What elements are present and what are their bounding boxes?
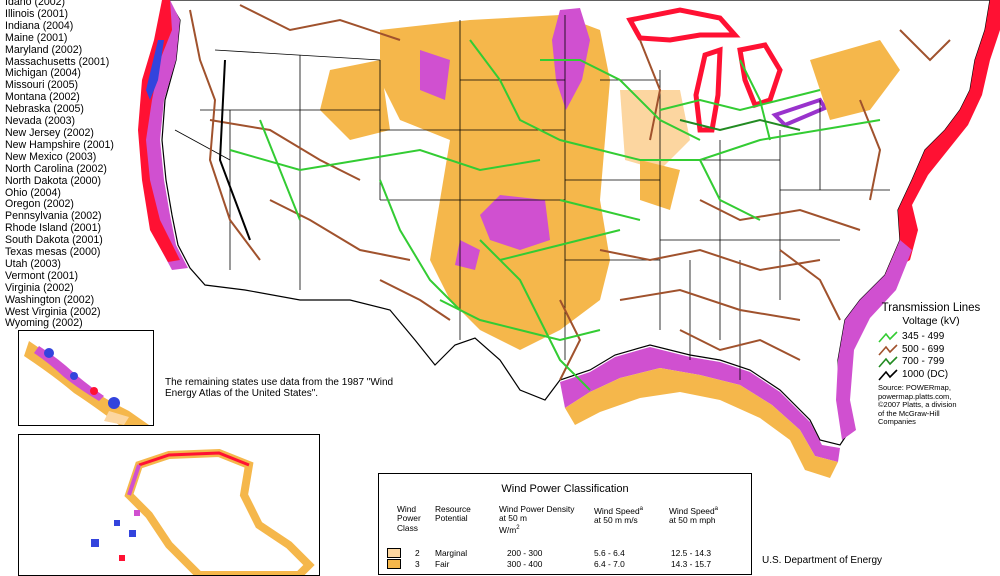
state-list-item: Wyoming (2002) bbox=[5, 317, 83, 330]
plains-class5-a bbox=[480, 195, 550, 250]
state-list-item: Montana (2002) bbox=[5, 91, 80, 104]
state-list-item: South Dakota (2001) bbox=[5, 234, 103, 247]
source-credit: Source: POWERmap, powermap.platts.com, ©… bbox=[878, 383, 998, 427]
transmission-legend-subtitle: Voltage (kV) bbox=[902, 315, 960, 327]
state-list-item: Washington (2002) bbox=[5, 293, 95, 306]
midwest-class3 bbox=[620, 90, 690, 170]
source-line: of the McGraw-Hill bbox=[878, 408, 940, 418]
state-list-item: Pennsylvania (2002) bbox=[5, 210, 102, 223]
plains-class3 bbox=[380, 15, 610, 350]
potential-value: Marginal bbox=[435, 548, 468, 558]
state-list-item: New Jersey (2002) bbox=[5, 126, 94, 139]
state-list-item: Rhode Island (2001) bbox=[5, 222, 101, 235]
header-speed-mph: Wind Speeda at 50 m mph bbox=[669, 505, 718, 526]
speed-mph-value: 14.3 - 15.7 bbox=[671, 559, 712, 569]
density-value: 200 - 300 bbox=[507, 548, 543, 558]
gulf-coast-band bbox=[560, 347, 840, 462]
agency-label: U.S. Department of Energy bbox=[762, 555, 883, 566]
state-list-item: Nevada (2003) bbox=[5, 115, 76, 128]
state-list-item: North Carolina (2002) bbox=[5, 162, 107, 175]
header-speed-ms: Wind Speeda at 50 m m/s bbox=[594, 505, 643, 526]
speed-ms-value: 5.6 - 6.4 bbox=[594, 548, 625, 558]
state-list-item: Maryland (2002) bbox=[5, 43, 83, 56]
state-list-item: Michigan (2004) bbox=[5, 67, 81, 80]
legend-item-1000-dc: 1000 (DC) bbox=[878, 369, 998, 382]
state-list-item: Idaho (2002) bbox=[5, 0, 66, 8]
state-list-item: West Virginia (2002) bbox=[5, 305, 101, 318]
class-value: 2 bbox=[415, 548, 420, 558]
table-row: 3 Fair 300 - 400 6.4 - 7.0 14.3 - 15.7 bbox=[379, 559, 751, 569]
source-line: Source: POWERmap, bbox=[878, 383, 951, 392]
hawaii-inset bbox=[18, 330, 154, 426]
northeast-class4 bbox=[810, 40, 900, 120]
state-boundaries bbox=[174, 15, 890, 380]
transmission-345-499 bbox=[229, 39, 881, 391]
source-line: powermap.platts.com, bbox=[878, 391, 952, 401]
transmission-500-699 bbox=[189, 4, 951, 381]
state-list-item: Texas mesas (2000) bbox=[5, 246, 101, 259]
transmission-1000-dc bbox=[218, 59, 251, 241]
wind-table-title: Wind Power Classification bbox=[501, 483, 629, 495]
alaska-inset bbox=[18, 434, 320, 576]
state-list-item: Missouri (2005) bbox=[5, 79, 79, 92]
note-text: The remaining states use data from the 1… bbox=[165, 377, 394, 399]
class-swatch bbox=[387, 548, 401, 558]
state-list-item: Maine (2001) bbox=[5, 31, 68, 44]
state-list-item: New Hampshire (2001) bbox=[5, 138, 114, 151]
lake-huron bbox=[737, 42, 783, 109]
legend-item-700-799: 700 - 799 bbox=[878, 356, 998, 369]
header-class: Wind Power Class bbox=[397, 504, 421, 533]
southeast-coast-band bbox=[836, 240, 912, 440]
header-density: Wind Power Density at 50 m W/m2 bbox=[499, 504, 575, 535]
class-value: 3 bbox=[415, 559, 420, 569]
pacific-coast-class6 bbox=[146, 40, 164, 100]
speed-ms-value: 6.4 - 7.0 bbox=[594, 559, 625, 569]
plains-class5-d bbox=[420, 50, 450, 100]
potential-value: Fair bbox=[435, 559, 450, 569]
wind-power-classification-table: Wind Power Classification Wind Power Cla… bbox=[378, 473, 752, 575]
state-list-item: Illinois (2001) bbox=[5, 7, 69, 20]
table-row: 2 Marginal 200 - 300 5.6 - 6.4 12.5 - 14… bbox=[379, 548, 751, 558]
plains-class5-c bbox=[455, 240, 480, 270]
speed-mph-value: 12.5 - 14.3 bbox=[671, 548, 712, 558]
state-data-list: Idaho (2002) Illinois (2001) Indiana (2004… bbox=[5, 0, 165, 330]
alaska-map bbox=[91, 448, 315, 575]
pacific-coast-class7 bbox=[138, 0, 180, 262]
lake-superior bbox=[626, 7, 741, 43]
legend-label: 345 - 499 bbox=[902, 331, 945, 342]
state-list-item: Ohio (2004) bbox=[5, 186, 61, 199]
source-line: ©2007 Platts, a division bbox=[878, 400, 957, 410]
transmission-legend: Transmission Lines Voltage (kV) 345 - 49… bbox=[858, 302, 998, 427]
state-list-item: North Dakota (2000) bbox=[5, 174, 101, 187]
wind-resource-map bbox=[138, 0, 1000, 478]
legend-label: 1000 (DC) bbox=[902, 368, 949, 380]
wyoming-class3 bbox=[320, 60, 390, 140]
legend-item-345-499: 345 - 499 bbox=[878, 331, 998, 344]
state-list-item: Utah (2003) bbox=[5, 257, 61, 270]
lake-erie bbox=[771, 97, 828, 128]
class-swatch bbox=[387, 559, 401, 569]
legend-item-500-699: 500 - 699 bbox=[878, 344, 998, 357]
lake-michigan bbox=[693, 46, 723, 133]
state-list-item: Indiana (2004) bbox=[5, 19, 74, 32]
atlantic-coast-band bbox=[885, 0, 1000, 275]
legend-label: 500 - 699 bbox=[902, 343, 945, 355]
state-list-item: Vermont (2001) bbox=[5, 269, 79, 282]
legend-label: 700 - 799 bbox=[902, 356, 945, 367]
header-potential: Resource Potential bbox=[435, 504, 471, 524]
state-list-item: New Mexico (2003) bbox=[5, 150, 97, 163]
state-list-item: Virginia (2002) bbox=[5, 281, 74, 294]
transmission-legend-title: Transmission Lines bbox=[881, 302, 981, 314]
state-list-item: Nebraska (2005) bbox=[5, 103, 84, 116]
hawaii-map bbox=[24, 341, 149, 425]
transmission-700-799 bbox=[679, 118, 801, 132]
state-list-item: Oregon (2002) bbox=[5, 198, 74, 211]
density-value: 300 - 400 bbox=[507, 559, 543, 569]
state-list-item: Massachusetts (2001) bbox=[5, 55, 110, 68]
gulf-coast-class3 bbox=[565, 368, 838, 478]
source-line: Companies bbox=[878, 417, 916, 427]
